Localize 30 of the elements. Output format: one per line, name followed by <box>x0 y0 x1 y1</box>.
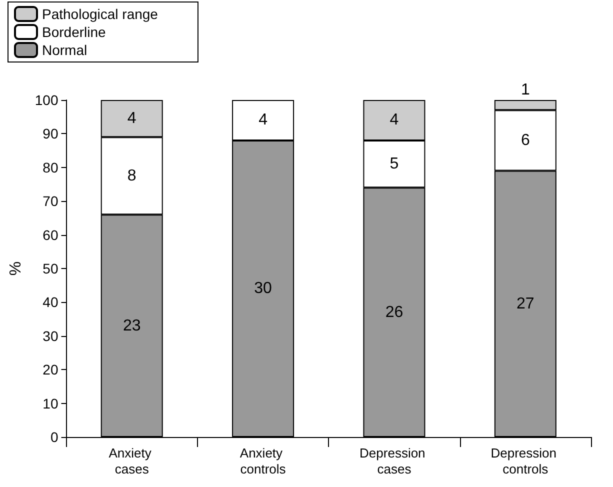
annotation: 23 <box>122 317 141 334</box>
annotation: 4 <box>258 112 268 129</box>
y-tick-label: 50 <box>42 260 58 276</box>
legend-label: Borderline <box>42 24 106 40</box>
y-axis-title: % <box>8 261 24 276</box>
legend-label: Pathological range <box>42 6 158 22</box>
y-tick-label: 100 <box>34 92 58 108</box>
y-tick-label: 0 <box>50 429 58 445</box>
annotation: 6 <box>520 132 530 149</box>
y-tick-label: 60 <box>42 226 58 243</box>
y-tick-label: 30 <box>42 328 58 344</box>
legend-label: Normal <box>42 42 88 58</box>
y-tick-label: 70 <box>42 193 58 210</box>
annotation: 4 <box>390 112 399 129</box>
y-tick-label: 10 <box>42 395 58 412</box>
x-tick-label: Anxiety cases <box>108 446 155 476</box>
annotation: 5 <box>390 156 399 173</box>
annotation: 27 <box>516 295 534 312</box>
text: 1 <box>520 82 530 98</box>
annotation: 8 <box>127 167 136 184</box>
y-tick-label: 90 <box>42 126 58 142</box>
x-tick-label: Anxiety controls <box>240 446 286 476</box>
annotation: 30 <box>254 280 272 298</box>
annotation: 26 <box>385 304 404 321</box>
x-tick-label: Depression controls <box>490 446 560 476</box>
y-tick-label: 80 <box>42 159 58 176</box>
y-tick-label: 40 <box>42 294 58 310</box>
x-tick-label: Depression cases <box>360 446 429 476</box>
annotation: 4 <box>127 110 136 128</box>
y-tick-label: 20 <box>42 362 58 378</box>
